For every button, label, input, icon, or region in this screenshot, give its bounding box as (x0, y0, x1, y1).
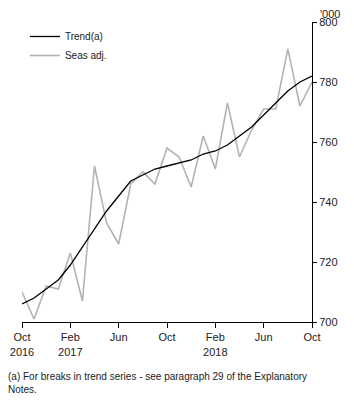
svg-text:Oct: Oct (158, 331, 175, 343)
svg-text:Oct: Oct (303, 331, 320, 343)
svg-text:'000: '000 (320, 8, 340, 20)
svg-text:Jun: Jun (255, 331, 273, 343)
svg-text:700: 700 (319, 316, 337, 328)
svg-text:Oct2016: Oct2016 (10, 331, 34, 357)
svg-text:Trend(a): Trend(a) (65, 31, 103, 42)
svg-text:Feb2018: Feb2018 (203, 331, 227, 357)
svg-text:740: 740 (319, 196, 337, 208)
svg-text:Feb2017: Feb2017 (58, 331, 82, 357)
svg-text:780: 780 (319, 76, 337, 88)
svg-text:800: 800 (319, 16, 337, 28)
svg-text:760: 760 (319, 136, 337, 148)
svg-text:Seas adj.: Seas adj. (65, 50, 107, 61)
svg-text:720: 720 (319, 256, 337, 268)
svg-text:Jun: Jun (110, 331, 128, 343)
html-text:(a) For breaks in trend series: (a) For breaks in trend series - see par… (8, 371, 307, 395)
